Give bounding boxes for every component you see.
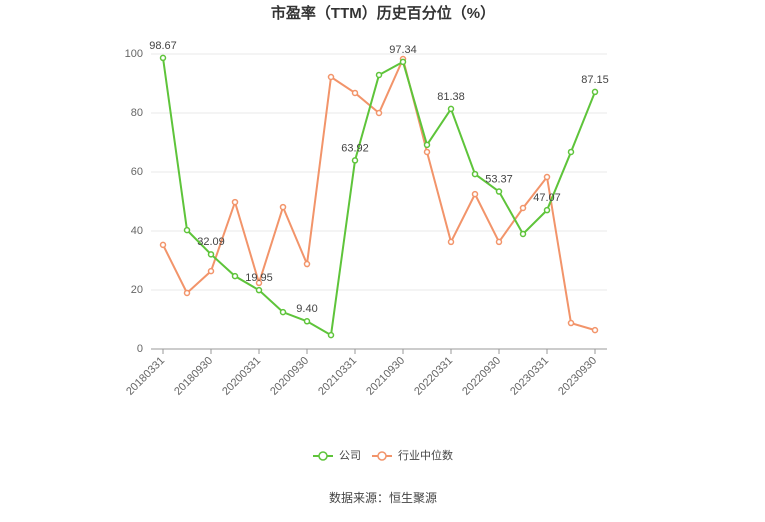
- x-tick-label: 20220331: [412, 355, 455, 398]
- point: [567, 319, 575, 327]
- x-tick-label: 20220930: [460, 355, 503, 398]
- data-label: 97.34: [389, 44, 417, 56]
- point: [351, 89, 359, 97]
- point: [543, 206, 551, 214]
- source: 数据来源：恒生聚源: [329, 490, 437, 505]
- x-tick-label: 20210331: [316, 355, 359, 398]
- y-tick-label: 100: [125, 48, 143, 60]
- point: [591, 326, 599, 334]
- data-label: 53.37: [485, 173, 513, 185]
- point: [207, 251, 215, 258]
- x-tick-label: 20200331: [220, 355, 263, 398]
- legend-label: 行业中位数: [398, 448, 453, 462]
- point: [423, 141, 431, 149]
- y-tick-label: 60: [131, 166, 143, 178]
- point: [255, 286, 263, 294]
- point: [495, 188, 503, 195]
- point: [447, 238, 455, 246]
- point: [447, 105, 455, 113]
- series-line: [162, 57, 596, 337]
- point: [327, 331, 335, 339]
- legend-marker: [377, 451, 387, 461]
- point: [519, 204, 527, 212]
- legend-label: 公司: [339, 450, 361, 462]
- point: [375, 71, 383, 79]
- x-tick-label: 20180331: [124, 355, 167, 398]
- point: [375, 109, 383, 117]
- point: [279, 203, 287, 211]
- y-tick-label: 20: [131, 284, 143, 296]
- point: [351, 157, 359, 164]
- data-label: 9.40: [296, 303, 317, 315]
- point: [423, 148, 431, 156]
- point: [183, 289, 191, 297]
- point: [207, 267, 215, 275]
- data-label: 32.09: [197, 236, 225, 248]
- point: [159, 241, 167, 249]
- legend-marker: [318, 451, 328, 461]
- point: [255, 279, 263, 287]
- data-label: 81.38: [437, 91, 465, 103]
- point: [327, 73, 335, 81]
- point: [231, 198, 239, 206]
- x-tick-label: 20210930: [364, 355, 407, 398]
- data-label: 98.67: [149, 40, 177, 52]
- point: [183, 226, 191, 234]
- point: [519, 230, 527, 238]
- data-label: 47.07: [533, 192, 561, 204]
- series-line: [162, 55, 596, 332]
- y-tick-label: 80: [131, 107, 143, 119]
- x-tick-label: 20180930: [172, 355, 215, 398]
- x-tick-label: 20230930: [556, 355, 599, 398]
- point: [279, 308, 287, 316]
- point: [303, 260, 311, 268]
- point: [231, 272, 239, 280]
- point: [591, 88, 599, 96]
- point: [567, 148, 575, 156]
- data-label: 19.95: [245, 272, 273, 284]
- point: [471, 190, 479, 198]
- y-tick-label: 0: [137, 343, 143, 355]
- y-tick-label: 40: [131, 225, 143, 237]
- data-label: 87.15: [581, 74, 609, 86]
- x-tick-label: 20230331: [508, 355, 551, 398]
- chart-title: 市盈率（TTM）历史百分位（%）: [271, 4, 495, 22]
- point: [399, 58, 407, 66]
- point: [495, 238, 503, 246]
- point: [159, 54, 167, 62]
- x-tick-label: 20200930: [268, 355, 311, 398]
- point: [543, 173, 551, 181]
- point: [303, 318, 311, 325]
- point: [471, 170, 479, 178]
- data-label: 63.92: [341, 142, 369, 154]
